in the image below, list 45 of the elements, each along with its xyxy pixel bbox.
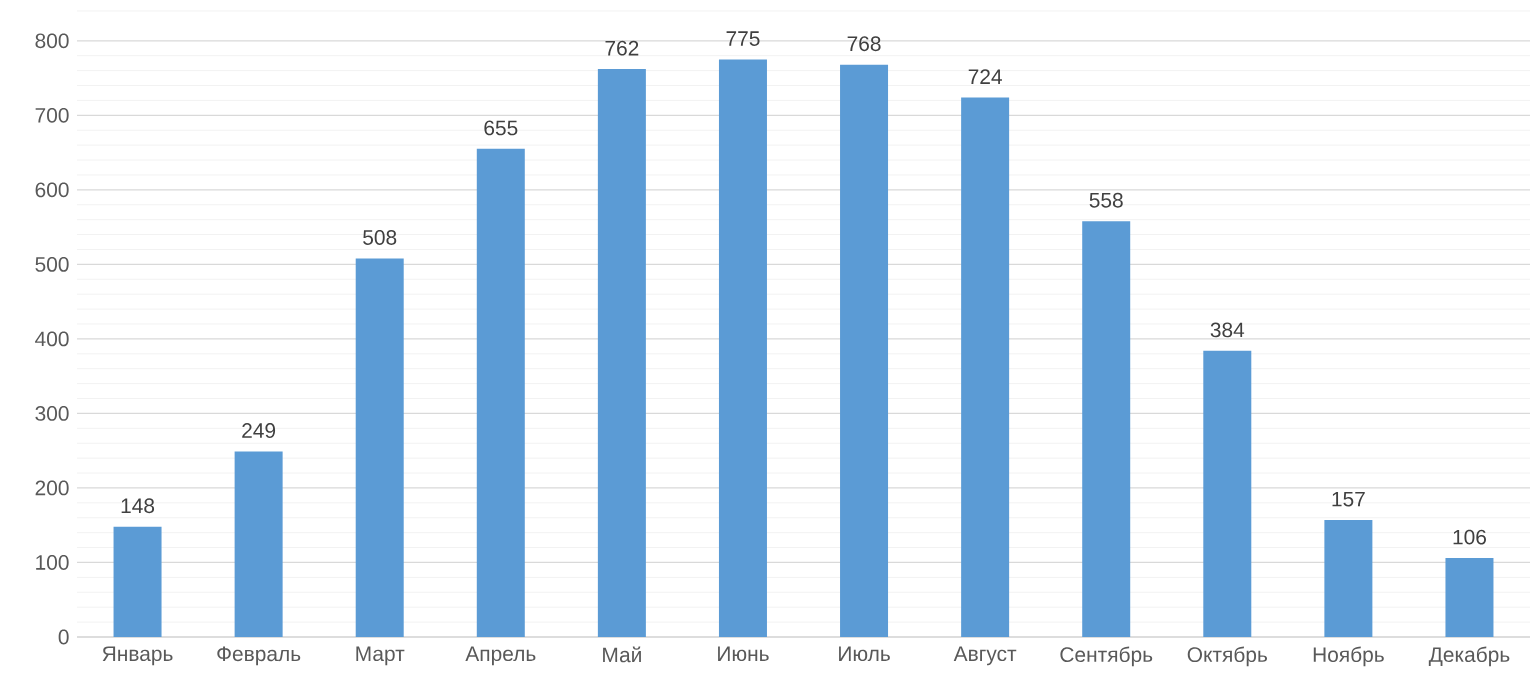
x-tick-label: Октябрь (1187, 646, 1268, 667)
data-label: 768 (847, 36, 881, 52)
data-label: 762 (605, 40, 639, 56)
y-tick-label: 800 (35, 33, 69, 49)
y-tick-label: 300 (35, 406, 69, 421)
bar (355, 258, 404, 637)
bar (961, 97, 1010, 637)
y-tick-label: 400 (35, 331, 69, 347)
bar (1203, 350, 1252, 637)
data-label: 558 (1089, 192, 1123, 208)
data-label: 148 (121, 498, 155, 514)
bar (1082, 221, 1131, 637)
bar (476, 148, 525, 637)
bar (113, 526, 162, 637)
y-tick-label: 600 (35, 182, 69, 198)
x-tick-label: Февраль (217, 646, 301, 666)
bar (840, 64, 889, 637)
x-tick-label: Март (356, 646, 405, 666)
bar (234, 451, 283, 637)
x-tick-label: Май (603, 646, 641, 663)
x-tick-label: Декабрь (1428, 646, 1510, 667)
y-tick-label: 0 (58, 629, 69, 645)
x-tick-label: Ноябрь (1313, 646, 1384, 667)
data-label: 384 (1210, 322, 1245, 338)
data-label: 775 (726, 31, 760, 46)
x-tick-label: Апрель (465, 646, 536, 666)
data-label: 249 (242, 423, 276, 438)
data-label: 508 (363, 230, 397, 245)
data-label: 106 (1453, 529, 1486, 545)
y-tick-label: 100 (36, 555, 69, 570)
y-tick-label: 200 (35, 480, 69, 496)
bar (1324, 520, 1373, 637)
data-label: 655 (484, 120, 518, 136)
x-tick-label: Июль (839, 646, 890, 662)
x-tick-label: Январь (102, 646, 173, 666)
data-label: 157 (1332, 491, 1365, 507)
bar (718, 59, 767, 637)
bar (1445, 558, 1494, 637)
y-tick-label: 500 (35, 256, 69, 272)
data-label: 724 (968, 69, 1002, 84)
x-tick-label: Июнь (718, 646, 769, 662)
y-tick-label: 700 (35, 107, 69, 123)
x-tick-label: Август (953, 646, 1017, 666)
x-tick-label: Сентябрь (1060, 646, 1153, 667)
bar (597, 69, 646, 637)
